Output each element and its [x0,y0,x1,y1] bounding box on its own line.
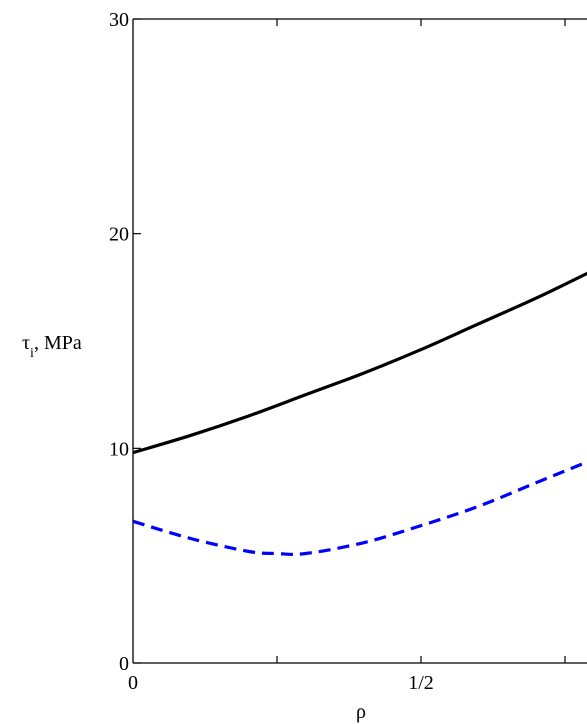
x-tick-label: 0 [128,672,138,694]
y-tick-label: 0 [119,653,129,675]
x-tick-label: 1/2 [408,672,434,694]
y-axis-label-unit: , MPa [34,332,82,354]
x-axis-label: ρ [356,701,366,723]
y-tick-label: 10 [109,438,129,460]
y-axis-label-subscript: i [30,346,34,361]
y-tick-label: 30 [109,9,129,31]
series-group [132,271,587,557]
series-solid-line [132,271,587,455]
plot-area [132,18,587,664]
y-axis-label-symbol: τ [22,332,30,354]
series-dashed-line [132,460,587,557]
y-ticks: 0 10 20 30 [109,9,141,675]
y-tick-label: 20 [109,224,129,246]
y-axis-label: τi, MPa [22,332,82,361]
x-ticks: 01/21 [128,19,566,694]
